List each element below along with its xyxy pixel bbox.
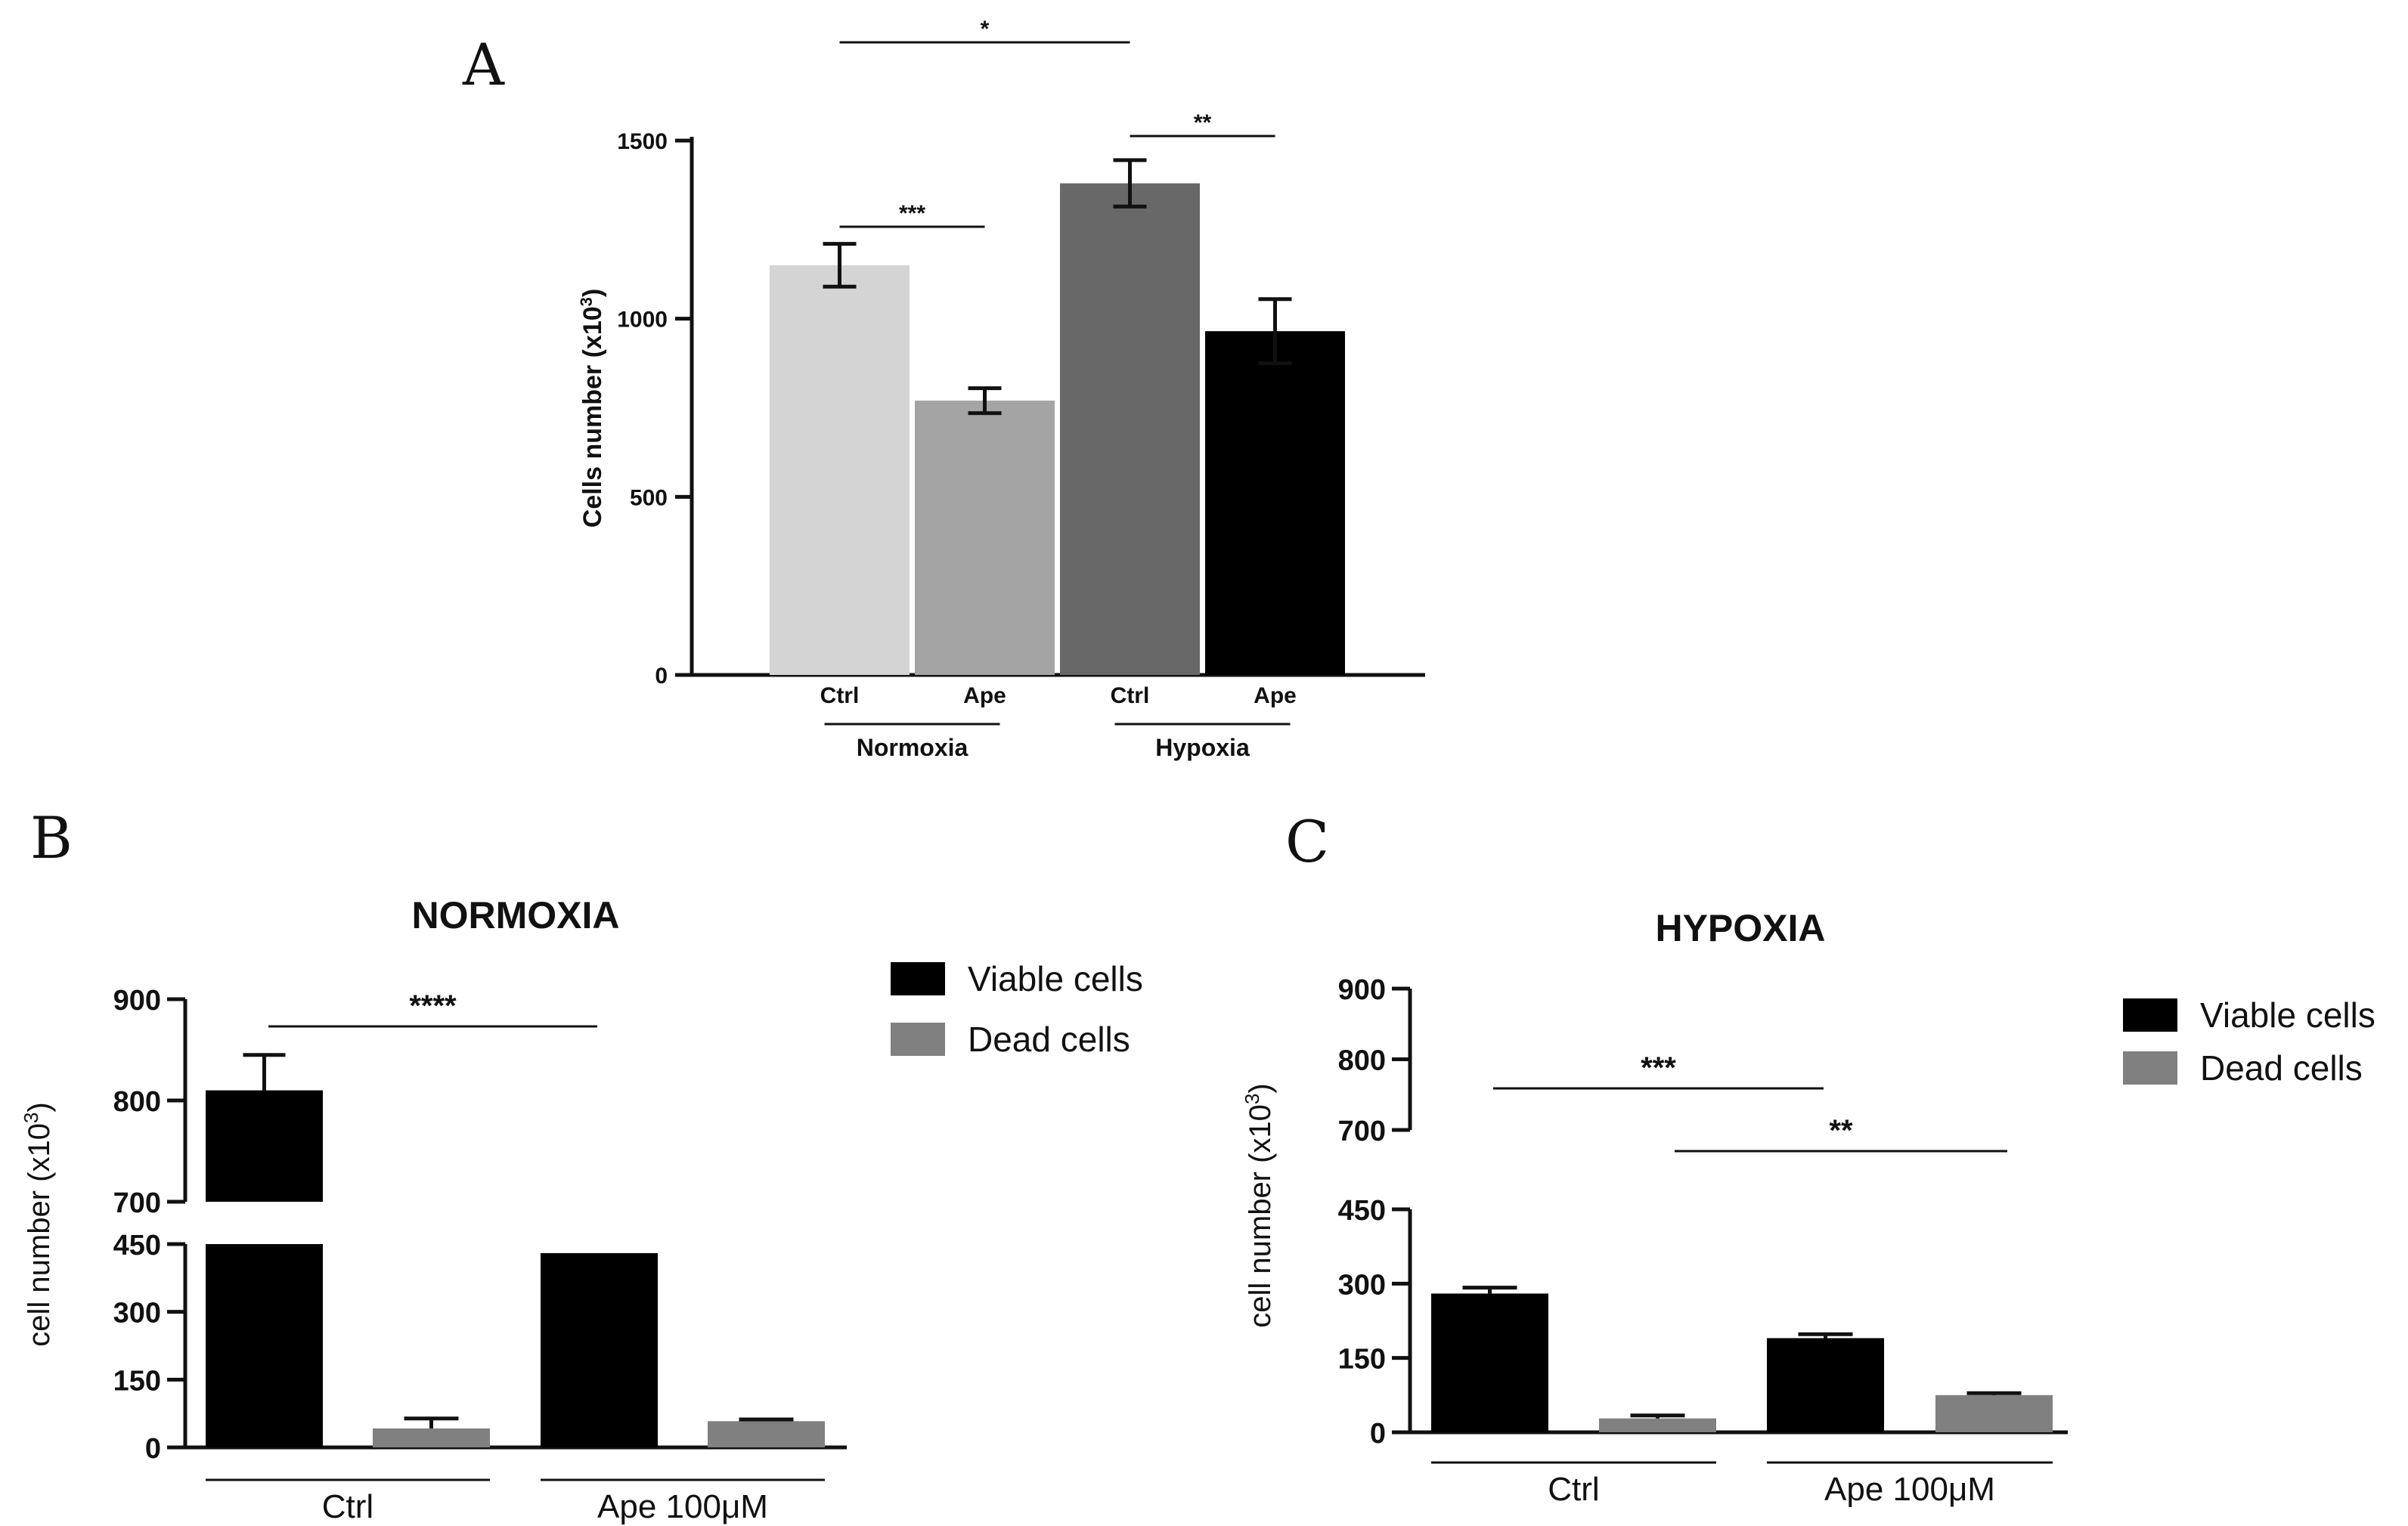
y-tick-label: 1500 xyxy=(617,129,668,154)
bar xyxy=(770,265,910,675)
significance-label: * xyxy=(981,17,990,42)
y-tick-label: 700 xyxy=(1338,1116,1386,1147)
legend-swatch xyxy=(2123,998,2177,1032)
significance-label: *** xyxy=(899,201,925,226)
significance-label: *** xyxy=(1641,1051,1676,1085)
bar xyxy=(373,1428,490,1447)
y-tick-label: 900 xyxy=(1338,974,1386,1006)
y-tick-label: 450 xyxy=(113,1230,161,1261)
legend-swatch xyxy=(2123,1051,2177,1085)
bar xyxy=(708,1421,825,1447)
y-tick-label: 300 xyxy=(113,1298,161,1329)
significance-label: **** xyxy=(409,989,457,1023)
y-tick-label: 150 xyxy=(1338,1344,1386,1376)
y-tick-label: 450 xyxy=(1338,1195,1386,1227)
significance-label: ** xyxy=(1194,110,1212,135)
bar xyxy=(541,1252,658,1447)
x-tick-label: Ctrl xyxy=(1111,683,1150,708)
bar xyxy=(1935,1394,2053,1432)
chart-title: HYPOXIA xyxy=(1655,907,1825,949)
legend-swatch xyxy=(891,962,945,995)
bar-lower xyxy=(206,1244,323,1447)
bar xyxy=(1431,1293,1548,1432)
chart-a: 0 500 1000 1500 Cells number (x103) Ctrl Ape Ct… xyxy=(577,17,1425,761)
group-label: Normoxia xyxy=(857,734,968,761)
chart-b: NORMOXIA 0 150 300 450 700 800 900 cell number (… xyxy=(20,894,1143,1525)
bar xyxy=(915,401,1055,675)
y-tick-label: 0 xyxy=(145,1433,161,1465)
x-tick-label: Ctrl xyxy=(820,683,860,708)
x-tick-label: Ape xyxy=(1254,683,1297,708)
y-tick-label: 1000 xyxy=(617,308,668,333)
bar xyxy=(1205,331,1345,675)
bar xyxy=(1060,183,1200,675)
panel-c-letter: C xyxy=(1285,808,1329,875)
y-axis-title: Cells number (x103) xyxy=(577,289,608,528)
legend-label: Dead cells xyxy=(2200,1048,2363,1088)
group-label: Hypoxia xyxy=(1155,734,1250,761)
x-tick-label: Ctrl xyxy=(1548,1471,1599,1508)
legend-swatch xyxy=(891,1023,945,1056)
legend-label: Viable cells xyxy=(2200,995,2375,1035)
y-tick-label: 900 xyxy=(113,985,161,1017)
x-tick-label: Ape xyxy=(963,683,1006,708)
chart-title: NORMOXIA xyxy=(412,894,620,936)
y-tick-label: 800 xyxy=(113,1086,161,1118)
bar-upper xyxy=(206,1090,323,1202)
bar xyxy=(1599,1418,1716,1432)
significance-label: ** xyxy=(1829,1114,1853,1147)
bar xyxy=(1767,1338,1884,1432)
y-tick-label: 800 xyxy=(1338,1045,1386,1077)
y-tick-label: 0 xyxy=(1370,1418,1386,1450)
y-tick-label: 150 xyxy=(113,1365,161,1397)
x-tick-label: Ctrl xyxy=(322,1488,373,1525)
y-axis-title: cell number (x103) xyxy=(1241,1083,1277,1327)
legend-label: Dead cells xyxy=(968,1020,1130,1059)
y-axis-title: cell number (x103) xyxy=(20,1102,56,1346)
y-tick-label: 500 xyxy=(630,485,668,510)
panel-b-letter: B xyxy=(30,804,73,871)
x-tick-label: Ape 100μM xyxy=(597,1488,768,1525)
legend-label: Viable cells xyxy=(968,959,1143,998)
y-tick-label: 0 xyxy=(655,664,668,689)
panel-a-letter: A xyxy=(462,31,505,98)
y-tick-label: 300 xyxy=(1338,1269,1386,1301)
chart-c: HYPOXIA 0 150 300 450 700 800 900 cell number (x… xyxy=(1241,907,2375,1508)
x-tick-label: Ape 100μM xyxy=(1824,1471,1995,1508)
y-tick-label: 700 xyxy=(113,1187,161,1219)
